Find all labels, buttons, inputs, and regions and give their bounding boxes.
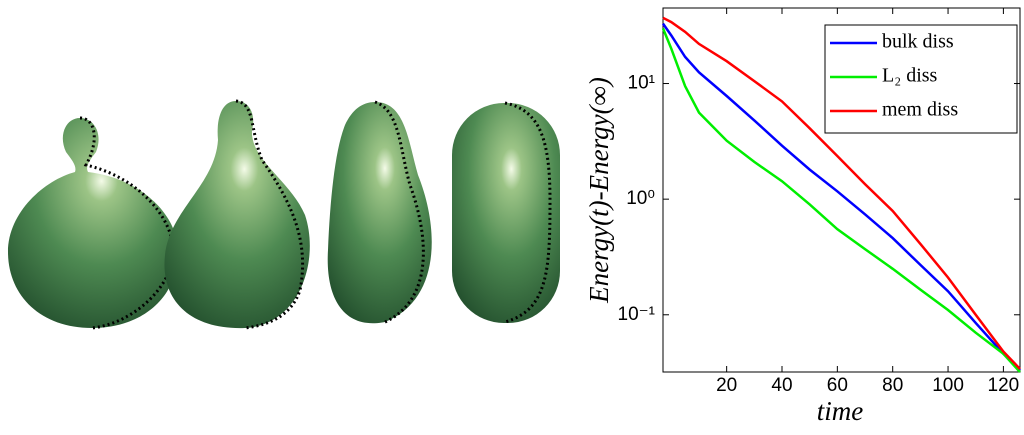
y-tick-label: 10⁰ [626,188,655,209]
page: {"chart_data": {"type": "line", "scale":… [0,0,1024,435]
y-tick-label: 10¹ [628,73,655,94]
x-tick-label: 120 [988,375,1020,396]
legend-label: mem diss [882,99,958,121]
legend-label: L₂ diss [882,65,938,87]
figure: time Energy(t)-Energy(∞) 20 40 60 80 100 120 1… [0,0,1024,430]
x-tick-label: 100 [932,375,964,396]
x-tick-label: 40 [771,375,792,396]
x-axis-label: time [817,396,864,426]
x-tick-label: 60 [827,375,848,396]
y-axis-label: Energy(t)-Energy(∞) [584,77,614,304]
x-tick-label: 20 [716,375,737,396]
legend-label: bulk diss [882,31,954,53]
shape-1 [8,118,178,328]
shape-4 [452,103,560,323]
shape-renderings [8,101,560,328]
shape-2 [164,101,309,328]
x-tick-label: 80 [882,375,903,396]
y-tick-label: 10⁻¹ [618,304,656,325]
